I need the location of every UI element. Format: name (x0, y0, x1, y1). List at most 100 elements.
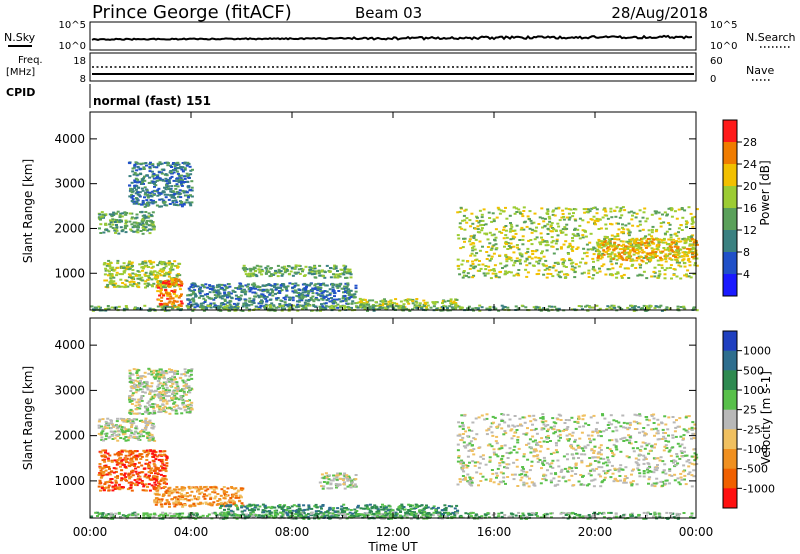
velocity-cell (133, 479, 137, 482)
velocity-cell (131, 452, 135, 455)
velocity-cell (179, 377, 183, 380)
power-cell (171, 301, 175, 304)
velocity-cell (148, 385, 152, 388)
power-cell (237, 297, 240, 300)
power-cell (162, 280, 166, 283)
power-cell (285, 267, 288, 270)
power-cell (188, 289, 192, 292)
power-cell (128, 274, 132, 277)
power-cell (344, 265, 348, 268)
power-cell (358, 297, 362, 300)
power-cell (180, 174, 183, 177)
power-cell (217, 283, 221, 286)
power-cell (654, 251, 658, 253)
power-cell (273, 286, 276, 289)
power-cell (223, 291, 227, 294)
power-cell (144, 286, 147, 289)
power-cell (581, 236, 585, 239)
power-ytick-label: 1000 (54, 266, 85, 280)
power-cell (608, 255, 612, 258)
velocity-cell (162, 396, 165, 399)
power-cell (386, 305, 390, 308)
power-cell (167, 260, 171, 263)
power-cell (257, 296, 261, 299)
power-cell (167, 283, 171, 286)
power-cell (141, 218, 145, 221)
power-cell (550, 305, 553, 308)
power-cell (191, 303, 195, 306)
power-cell (194, 293, 197, 296)
power-cell (691, 253, 694, 256)
power-cell (622, 249, 626, 252)
power-cell (475, 252, 479, 255)
power-cell (114, 231, 117, 234)
power-cell (449, 298, 453, 301)
power-cell (647, 233, 651, 236)
power-cell (340, 268, 344, 271)
power-cell (520, 226, 524, 229)
power-cell (555, 240, 559, 243)
power-cell (176, 266, 179, 269)
power-cell (564, 233, 568, 236)
power-cell (167, 198, 171, 201)
power-cell (509, 238, 513, 241)
power-cell (509, 222, 512, 224)
power-cell (552, 209, 556, 212)
velocity-cell (129, 390, 133, 392)
power-cell (144, 271, 148, 274)
power-cell (645, 241, 649, 244)
power-cell (147, 212, 151, 215)
power-cell (223, 300, 227, 302)
power-cell (458, 210, 462, 213)
nsky-label: N.Sky (4, 31, 36, 44)
velocity-cell (144, 419, 148, 422)
velocity-cell (121, 431, 125, 434)
power-cell (128, 281, 132, 284)
power-cell (480, 213, 484, 216)
velocity-cell (179, 503, 183, 506)
power-cell (294, 271, 298, 274)
power-cell (501, 267, 504, 269)
velocity-cell (187, 499, 191, 502)
power-cell (554, 242, 558, 245)
power-ylabel: Slant Range [km] (21, 159, 35, 263)
power-cell (172, 281, 176, 284)
power-cell (191, 292, 195, 295)
power-cell (616, 245, 620, 248)
power-cell (147, 201, 151, 204)
velocity-cell (213, 497, 217, 500)
power-cell (665, 306, 669, 309)
power-cell (173, 260, 177, 263)
power-cell (693, 251, 697, 254)
velocity-cell (199, 487, 203, 490)
power-cell (594, 223, 597, 226)
power-cell (497, 309, 501, 312)
power-cell (323, 302, 327, 305)
power-cell (191, 286, 195, 289)
velocity-cell (143, 375, 147, 378)
power-cell (180, 282, 184, 285)
power-cell (449, 300, 453, 303)
power-cell (655, 237, 659, 240)
power-cell (142, 166, 146, 169)
velocity-cell (129, 422, 133, 424)
power-cell (583, 252, 586, 255)
power-cell (336, 276, 340, 279)
power-cell (584, 235, 588, 238)
power-cell (685, 273, 688, 276)
velocity-cell (116, 477, 119, 479)
power-cell (500, 304, 504, 307)
velocity-cell (100, 438, 104, 441)
power-cell (657, 240, 661, 243)
velocity-cell (114, 434, 118, 437)
power-cell (158, 177, 162, 180)
power-cell (562, 265, 566, 268)
power-cell (546, 213, 550, 215)
velocity-cell (115, 425, 119, 428)
velocity-cell (139, 458, 143, 460)
power-cell (200, 283, 204, 286)
power-cell (585, 255, 589, 258)
power-cell (114, 212, 118, 215)
power-cell (606, 249, 610, 252)
power-cell (547, 268, 551, 271)
